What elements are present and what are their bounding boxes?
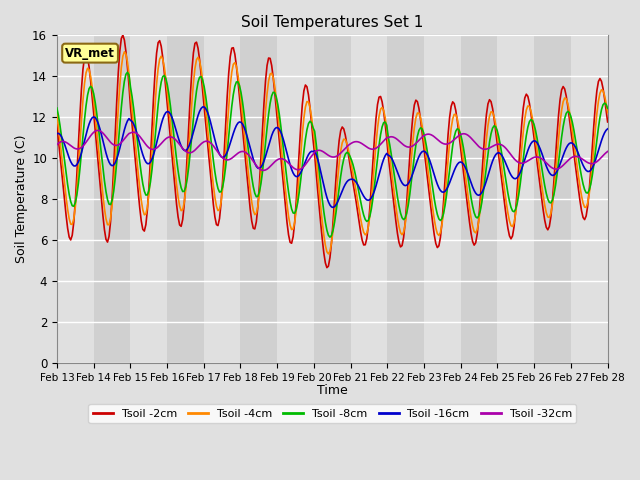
Y-axis label: Soil Temperature (C): Soil Temperature (C)	[15, 135, 28, 264]
Tsoil -4cm	[296, 171, 303, 177]
Tsoil -32cm	[219, 155, 227, 161]
Bar	[204, 36, 241, 363]
Bar	[607, 36, 640, 363]
Tsoil -16cm	[237, 120, 245, 125]
Tsoil -16cm	[120, 127, 128, 132]
Tsoil -4cm	[53, 110, 61, 116]
Tsoil -2cm	[323, 265, 331, 271]
Tsoil -16cm	[199, 104, 207, 110]
Tsoil -16cm	[246, 145, 254, 151]
Tsoil -16cm	[604, 126, 611, 132]
Tsoil -8cm	[604, 106, 611, 111]
Tsoil -2cm	[53, 122, 61, 128]
Tsoil -2cm	[122, 48, 130, 54]
Tsoil -8cm	[576, 165, 584, 171]
Tsoil -16cm	[576, 155, 584, 161]
Line: Tsoil -4cm: Tsoil -4cm	[57, 52, 607, 254]
X-axis label: Time: Time	[317, 384, 348, 397]
Tsoil -2cm	[237, 110, 245, 116]
Legend: Tsoil -2cm, Tsoil -4cm, Tsoil -8cm, Tsoil -16cm, Tsoil -32cm: Tsoil -2cm, Tsoil -4cm, Tsoil -8cm, Tsoi…	[88, 404, 576, 423]
Tsoil -4cm	[604, 110, 611, 116]
Tsoil -8cm	[120, 78, 128, 84]
Tsoil -8cm	[246, 163, 254, 168]
Tsoil -32cm	[260, 168, 268, 173]
Tsoil -16cm	[53, 131, 61, 136]
Text: VR_met: VR_met	[65, 47, 115, 60]
Tsoil -16cm	[329, 204, 337, 210]
Tsoil -8cm	[296, 189, 303, 195]
Tsoil -32cm	[122, 134, 130, 140]
Bar	[461, 36, 497, 363]
Tsoil -16cm	[219, 155, 227, 160]
Bar	[534, 36, 571, 363]
Tsoil -4cm	[120, 49, 128, 55]
Tsoil -4cm	[324, 251, 332, 257]
Tsoil -4cm	[122, 51, 130, 57]
Tsoil -2cm	[604, 119, 611, 125]
Bar	[424, 36, 461, 363]
Bar	[497, 36, 534, 363]
Line: Tsoil -8cm: Tsoil -8cm	[57, 72, 607, 237]
Tsoil -8cm	[124, 70, 131, 75]
Tsoil -32cm	[53, 142, 61, 148]
Tsoil -32cm	[576, 155, 584, 160]
Tsoil -2cm	[296, 147, 303, 153]
Tsoil -32cm	[297, 166, 305, 172]
Tsoil -32cm	[237, 149, 245, 155]
Tsoil -2cm	[219, 179, 227, 184]
Tsoil -8cm	[219, 184, 227, 190]
Tsoil -32cm	[604, 149, 611, 155]
Tsoil -4cm	[219, 186, 227, 192]
Bar	[167, 36, 204, 363]
Tsoil -16cm	[296, 172, 303, 178]
Tsoil -2cm	[246, 206, 254, 212]
Line: Tsoil -16cm: Tsoil -16cm	[57, 107, 607, 207]
Tsoil -4cm	[576, 184, 584, 190]
Bar	[241, 36, 277, 363]
Bar	[93, 36, 131, 363]
Line: Tsoil -32cm: Tsoil -32cm	[57, 131, 607, 170]
Bar	[571, 36, 607, 363]
Line: Tsoil -2cm: Tsoil -2cm	[57, 35, 607, 268]
Tsoil -8cm	[237, 89, 245, 95]
Bar	[277, 36, 314, 363]
Bar	[387, 36, 424, 363]
Tsoil -2cm	[119, 32, 127, 38]
Tsoil -32cm	[95, 128, 102, 133]
Bar	[131, 36, 167, 363]
Tsoil -2cm	[576, 198, 584, 204]
Tsoil -4cm	[237, 97, 245, 103]
Title: Soil Temperatures Set 1: Soil Temperatures Set 1	[241, 15, 424, 30]
Tsoil -4cm	[246, 187, 254, 193]
Bar	[57, 36, 93, 363]
Tsoil -8cm	[53, 105, 61, 111]
Tsoil -32cm	[246, 154, 254, 160]
Bar	[314, 36, 351, 363]
Tsoil -8cm	[326, 234, 334, 240]
Bar	[351, 36, 387, 363]
